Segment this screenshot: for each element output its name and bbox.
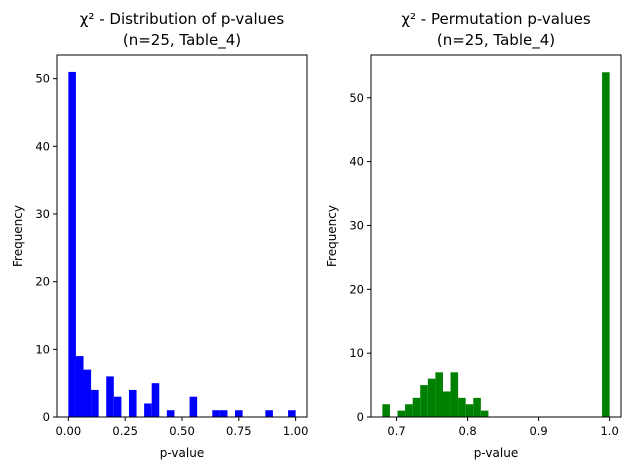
y-tick-label: 40 [35, 139, 50, 153]
histogram-bar [458, 397, 466, 417]
histogram-bar [288, 410, 296, 417]
histogram-bar [75, 356, 84, 417]
histogram-bar [442, 391, 451, 417]
chart-title-line1: χ² - Permutation p-values [401, 10, 590, 28]
histogram-bar [397, 410, 406, 417]
x-tick-label: 1.0 [600, 424, 618, 438]
y-tick-label: 50 [349, 91, 364, 105]
x-axis-ticks: 0.00 0.25 0.50 0.75 1.00 [56, 417, 309, 438]
histogram-bar [151, 383, 160, 417]
histogram-bar [68, 71, 76, 418]
chart-title-line1: χ² - Distribution of p-values [80, 10, 285, 28]
y-axis-label: Frequency [11, 205, 25, 267]
plot-frame [370, 54, 622, 418]
p-value-distribution-chart: χ² - Distribution of p-values (n=25, Tab… [11, 10, 308, 460]
plot-frame [56, 54, 308, 418]
histogram-bars [382, 72, 610, 418]
histogram-bar [83, 369, 92, 417]
histogram-bar [265, 410, 273, 417]
histogram-bar [382, 404, 390, 417]
y-tick-label: 10 [349, 346, 364, 360]
y-tick-label: 0 [357, 410, 364, 424]
histogram-bar [465, 404, 474, 417]
histogram-bars [68, 71, 296, 418]
histogram-bar [219, 410, 228, 417]
histogram-bar [212, 410, 220, 417]
histogram-bar [235, 410, 243, 417]
x-axis-ticks: 0.7 0.8 0.9 1.0 [387, 417, 619, 438]
x-tick-label: 0.9 [529, 424, 547, 438]
histogram-bar [473, 397, 481, 417]
histogram-bar [450, 372, 459, 417]
histogram-bar [602, 72, 610, 418]
x-tick-label: 0.50 [169, 424, 195, 438]
x-tick-label: 0.25 [112, 424, 138, 438]
histogram-bar [106, 376, 114, 417]
chart-title-line2: (n=25, Table_4) [437, 31, 555, 50]
histogram-bar [405, 404, 413, 417]
histogram-bar [144, 403, 152, 417]
x-tick-label: 0.00 [56, 424, 82, 438]
histogram-bar [166, 410, 175, 417]
histogram-bar [412, 397, 421, 417]
y-tick-label: 20 [349, 282, 364, 296]
histogram-bar [128, 389, 137, 417]
y-axis-ticks: 0 10 20 30 40 50 [35, 72, 57, 424]
histogram-bar [435, 372, 443, 417]
y-tick-label: 40 [349, 155, 364, 169]
x-tick-label: 1.00 [283, 424, 309, 438]
x-tick-label: 0.8 [458, 424, 476, 438]
y-tick-label: 20 [35, 275, 50, 289]
histogram-bar [189, 396, 198, 417]
chart-title-line2: (n=25, Table_4) [123, 31, 241, 50]
y-tick-label: 30 [349, 218, 364, 232]
y-tick-label: 10 [35, 342, 50, 356]
x-axis-label: p-value [160, 446, 204, 460]
histogram-bar [480, 410, 489, 417]
histogram-bar [91, 389, 99, 417]
x-axis-label: p-value [474, 446, 518, 460]
x-tick-label: 0.7 [387, 424, 405, 438]
y-tick-label: 0 [43, 410, 50, 424]
y-tick-label: 30 [35, 207, 50, 221]
y-tick-label: 50 [35, 72, 50, 86]
histogram-bar [427, 378, 436, 417]
y-axis-ticks: 0 10 20 30 40 50 [349, 91, 371, 424]
permutation-p-value-chart: χ² - Permutation p-values (n=25, Table_4… [325, 10, 622, 460]
histogram-bar [113, 396, 122, 417]
y-axis-label: Frequency [325, 205, 339, 267]
x-tick-label: 0.75 [226, 424, 252, 438]
histogram-bar [420, 385, 428, 417]
